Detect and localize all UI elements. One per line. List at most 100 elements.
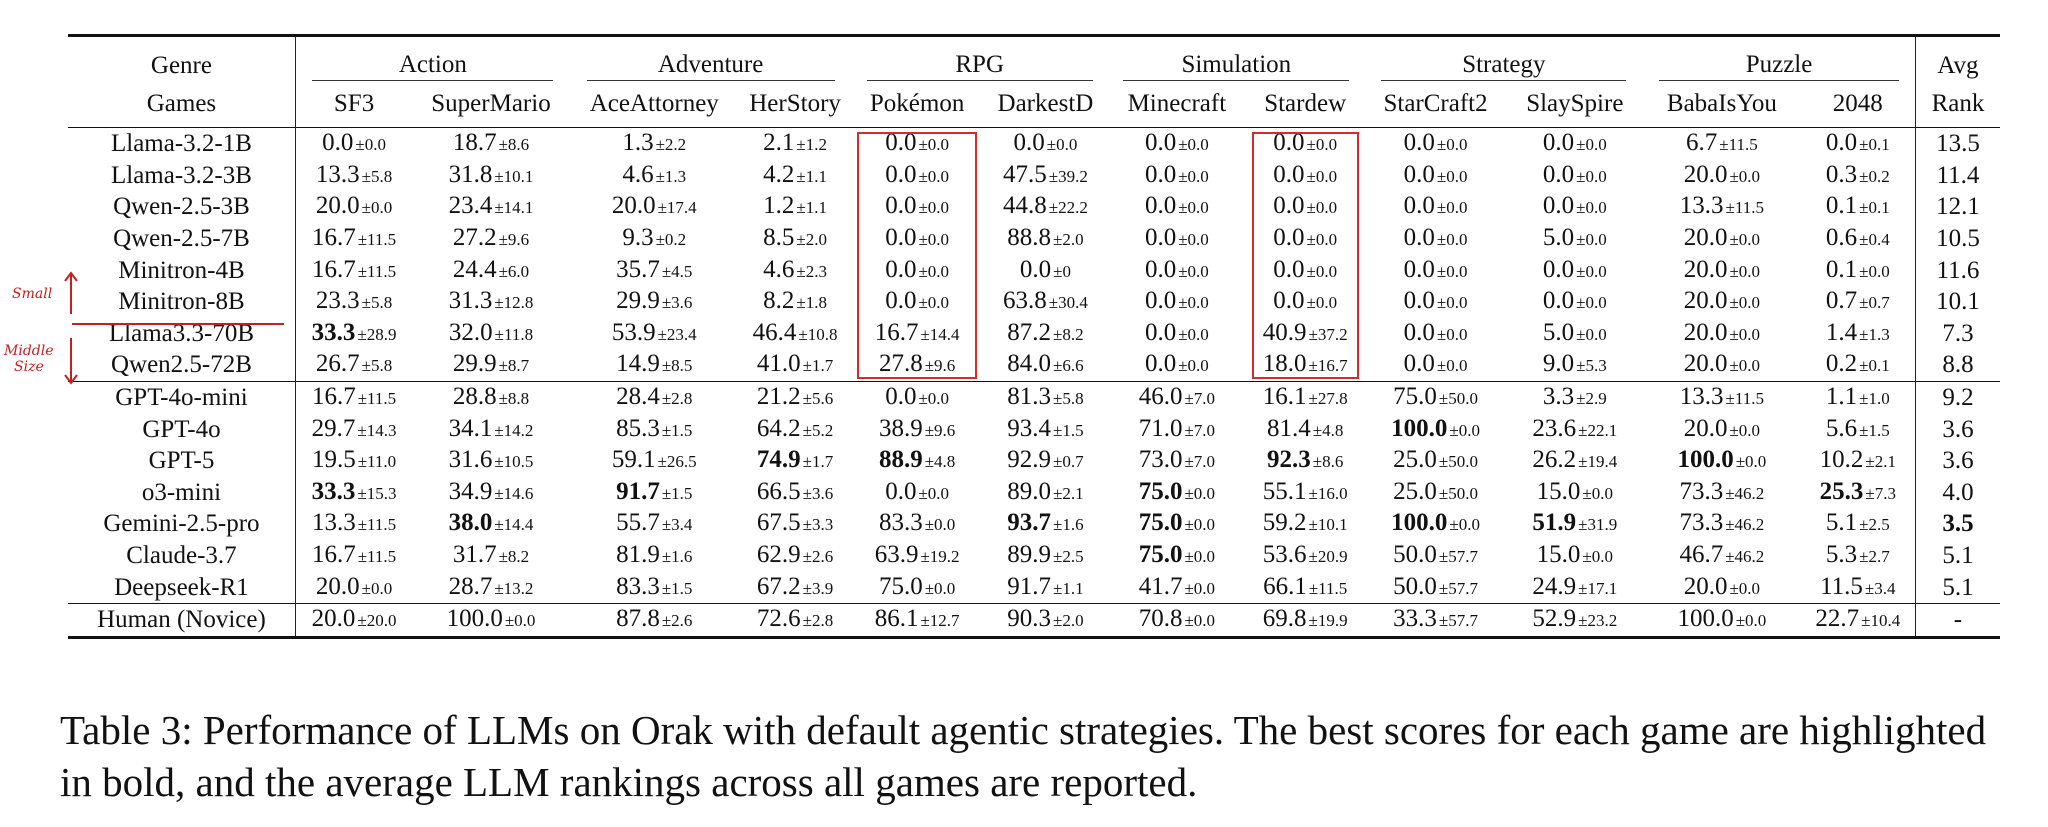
score-mean: 35.7 xyxy=(616,255,660,283)
score-mean: 89.0 xyxy=(1007,477,1051,505)
model-name: Minitron-8B xyxy=(68,285,296,318)
score-mean: 0.0 xyxy=(1542,192,1575,220)
score-std: ±11.5 xyxy=(1725,198,1764,218)
score-cell: 0.7 ±0.7 xyxy=(1801,286,1916,318)
score-std: ±0.0 xyxy=(1436,261,1468,281)
score-cell: 19.5 ±11.0 xyxy=(295,445,412,477)
score-cell: 85.3 ±1.5 xyxy=(570,413,739,445)
score-std: ±15.3 xyxy=(357,483,397,503)
score-mean: 0.6 xyxy=(1825,224,1858,252)
score-mean: 46.4 xyxy=(752,318,797,346)
score-cell: 75.0 ±0.0 xyxy=(1108,540,1246,572)
score-cell: 0.0 ±0.0 xyxy=(1365,349,1507,381)
score-mean: 0.0 xyxy=(1403,350,1435,378)
score-std: ±0.0 xyxy=(1436,230,1468,250)
score-mean: 38.9 xyxy=(878,414,923,442)
score-mean: 29.9 xyxy=(616,287,660,315)
score-mean: 3.3 xyxy=(1542,383,1575,411)
score-cell: 0.0 ±0.0 xyxy=(1364,126,1507,160)
score-mean: 10.2 xyxy=(1819,446,1864,474)
score-cell: 27.2 ±9.6 xyxy=(412,223,570,255)
score-mean: 72.6 xyxy=(756,605,801,633)
score-mean: 13.3 xyxy=(311,509,356,537)
score-std: ±8.5 xyxy=(661,356,693,376)
score-mean: 28.7 xyxy=(448,572,493,600)
score-mean: 83.3 xyxy=(878,509,923,537)
score-cell: 59.1 ±26.5 xyxy=(570,445,739,477)
score-mean: 23.6 xyxy=(1532,414,1577,442)
score-std: ±1.1 xyxy=(1053,578,1084,598)
score-std: ±9.6 xyxy=(924,420,956,440)
score-std: ±0.0 xyxy=(1178,356,1209,376)
score-cell: 5.3 ±2.7 xyxy=(1801,540,1916,572)
score-cell: 87.2 ±8.2 xyxy=(983,318,1108,350)
score-cell: 5.0 ±0.0 xyxy=(1506,318,1643,350)
score-std: ±0.0 xyxy=(918,230,950,250)
score-cell: 28.4 ±2.8 xyxy=(569,380,739,414)
score-mean: 5.1 xyxy=(1825,509,1858,537)
score-std: ±28.9 xyxy=(357,324,397,344)
score-std: ±7.0 xyxy=(1184,420,1216,440)
score-mean: 55.1 xyxy=(1262,477,1307,505)
score-std: ±26.5 xyxy=(657,452,697,472)
score-cell: 0.0 ±0.0 xyxy=(851,191,982,223)
score-mean: 51.9 xyxy=(1532,509,1577,537)
score-std: ±0.0 xyxy=(1576,324,1607,344)
score-cell: 90.3 ±2.0 xyxy=(982,602,1109,639)
score-std: ±0.0 xyxy=(1436,293,1468,313)
score-cell: 41.7 ±0.0 xyxy=(1108,571,1246,603)
score-mean: 31.7 xyxy=(452,541,497,569)
avg-rank: 4.0 xyxy=(1914,476,2000,509)
score-cell: 46.7 ±46.2 xyxy=(1643,540,1801,572)
score-std: ±5.8 xyxy=(361,293,393,313)
genre-label: Genre xyxy=(68,34,296,83)
score-std: ±1.8 xyxy=(796,293,827,313)
table-row: Minitron-8B 23.3 ±5.8 31.3 ±12.8 29.9 ±3.6 8.2 ±… xyxy=(68,285,2000,318)
score-std: ±2.1 xyxy=(1865,452,1896,472)
score-cell: 100.0 ±0.0 xyxy=(1643,445,1801,477)
score-std: ±31.9 xyxy=(1578,515,1618,535)
score-cell: 63.9 ±19.2 xyxy=(851,540,982,572)
score-cell: 33.3 ±15.3 xyxy=(295,477,412,509)
score-mean: 92.9 xyxy=(1007,446,1051,474)
score-mean: 0.0 xyxy=(1403,255,1435,283)
score-std: ±14.4 xyxy=(920,324,960,344)
score-mean: 0.0 xyxy=(1144,287,1177,315)
score-mean: 74.9 xyxy=(756,446,801,474)
score-cell: 23.3 ±5.8 xyxy=(295,286,412,318)
score-std: ±8.6 xyxy=(1312,452,1344,472)
score-cell: 9.0 ±5.3 xyxy=(1506,349,1643,381)
score-std: ±14.2 xyxy=(494,420,534,440)
score-std: ±57.7 xyxy=(1438,547,1478,567)
avg-rank: 11.4 xyxy=(1914,159,2000,192)
score-mean: 23.4 xyxy=(448,192,493,220)
score-std: ±0.0 xyxy=(1184,547,1216,567)
score-cell: 0.0 ±0.0 xyxy=(1108,318,1246,350)
score-cell: 53.6 ±20.9 xyxy=(1246,540,1365,572)
score-cell: 72.6 ±2.8 xyxy=(738,602,852,639)
score-std: ±17.4 xyxy=(657,198,697,218)
score-mean: 0.0 xyxy=(1403,318,1435,346)
score-mean: 0.0 xyxy=(1403,129,1435,157)
score-mean: 100.0 xyxy=(446,605,503,633)
score-cell: 21.2 ±5.6 xyxy=(738,380,852,414)
score-cell: 0.0 ±0.0 xyxy=(851,160,982,192)
score-cell: 0.0 ±0.0 xyxy=(1246,223,1365,255)
score-cell: 0.0 ±0.0 xyxy=(1108,160,1246,192)
score-cell: 34.1 ±14.2 xyxy=(412,413,570,445)
score-mean: 0.1 xyxy=(1825,192,1858,220)
score-std: ±0.1 xyxy=(1859,198,1890,218)
score-std: ±11.5 xyxy=(357,230,397,250)
score-cell: 44.8 ±22.2 xyxy=(983,191,1108,223)
score-std: ±11.5 xyxy=(1308,578,1348,598)
score-mean: 25.0 xyxy=(1393,477,1437,505)
score-cell: 51.9 ±31.9 xyxy=(1506,508,1643,540)
score-cell: 55.7 ±3.4 xyxy=(570,508,739,540)
score-std: ±0.0 xyxy=(1729,356,1761,376)
score-std: ±11.5 xyxy=(1719,135,1758,155)
score-cell: 15.0 ±0.0 xyxy=(1506,540,1643,572)
score-cell: 16.7 ±11.5 xyxy=(295,540,412,572)
score-mean: 92.3 xyxy=(1266,446,1311,474)
score-mean: 5.0 xyxy=(1542,318,1575,346)
avg-rank: 10.5 xyxy=(1914,222,2000,255)
